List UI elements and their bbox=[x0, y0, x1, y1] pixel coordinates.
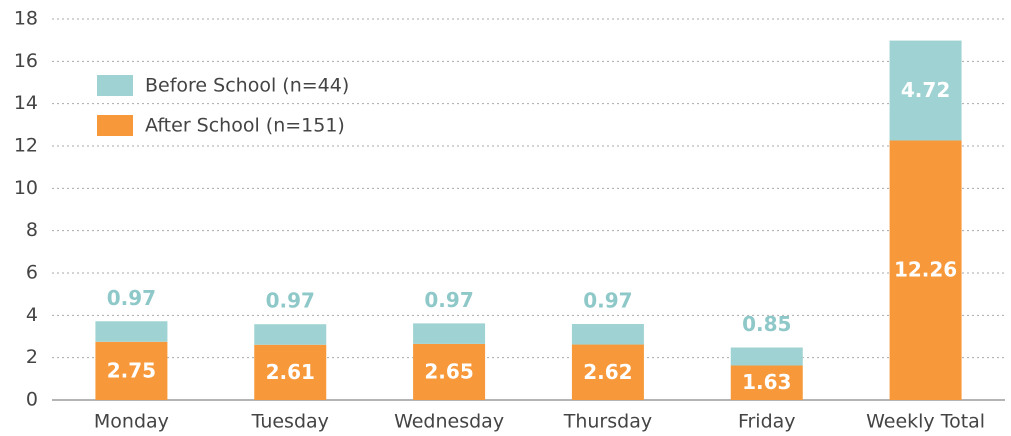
bar-segment bbox=[730, 365, 803, 400]
bar-segment bbox=[95, 321, 168, 342]
bar-segment bbox=[571, 324, 644, 345]
value-label: 0.97 bbox=[424, 288, 473, 312]
x-tick-label: Wednesday bbox=[394, 411, 504, 433]
bar-segment bbox=[413, 323, 486, 344]
y-tick-label: 14 bbox=[14, 92, 38, 114]
value-label: 0.97 bbox=[107, 286, 156, 310]
value-label: 4.72 bbox=[901, 78, 950, 102]
value-label: 2.75 bbox=[107, 358, 156, 382]
value-label: 0.85 bbox=[742, 312, 791, 336]
legend-swatch bbox=[97, 75, 133, 96]
y-tick-label: 18 bbox=[14, 8, 38, 30]
y-tick-label: 0 bbox=[26, 389, 38, 411]
legend-label: After School (n=151) bbox=[145, 115, 345, 137]
y-tick-label: 4 bbox=[26, 304, 38, 326]
bar-segment bbox=[889, 40, 962, 141]
value-label: 2.65 bbox=[424, 359, 473, 383]
bar-segment bbox=[730, 347, 803, 366]
value-label: 12.26 bbox=[894, 258, 957, 282]
legend-label: Before School (n=44) bbox=[145, 75, 349, 97]
x-tick-label: Weekly Total bbox=[866, 411, 985, 433]
value-label: 2.61 bbox=[266, 360, 315, 384]
bar-segment bbox=[254, 344, 327, 400]
y-tick-label: 12 bbox=[14, 135, 38, 157]
bar-segment bbox=[571, 344, 644, 400]
x-tick-label: Friday bbox=[738, 411, 796, 433]
value-label: 1.63 bbox=[742, 370, 791, 394]
value-label: 2.62 bbox=[583, 360, 632, 384]
x-tick-label: Thursday bbox=[563, 411, 652, 433]
y-tick-label: 6 bbox=[26, 262, 38, 284]
x-tick-label: Monday bbox=[94, 411, 169, 433]
value-label: 0.97 bbox=[266, 289, 315, 313]
legend-swatch bbox=[97, 115, 133, 136]
y-tick-label: 16 bbox=[14, 50, 38, 72]
bar-segment bbox=[889, 140, 962, 400]
value-label: 0.97 bbox=[583, 289, 632, 313]
bar-segment bbox=[254, 324, 327, 345]
bar-segment bbox=[413, 343, 486, 400]
y-tick-label: 8 bbox=[26, 219, 38, 241]
bar-segment bbox=[95, 341, 168, 400]
y-tick-label: 2 bbox=[26, 346, 38, 368]
x-tick-label: Tuesday bbox=[251, 411, 329, 433]
y-tick-label: 10 bbox=[14, 177, 38, 199]
